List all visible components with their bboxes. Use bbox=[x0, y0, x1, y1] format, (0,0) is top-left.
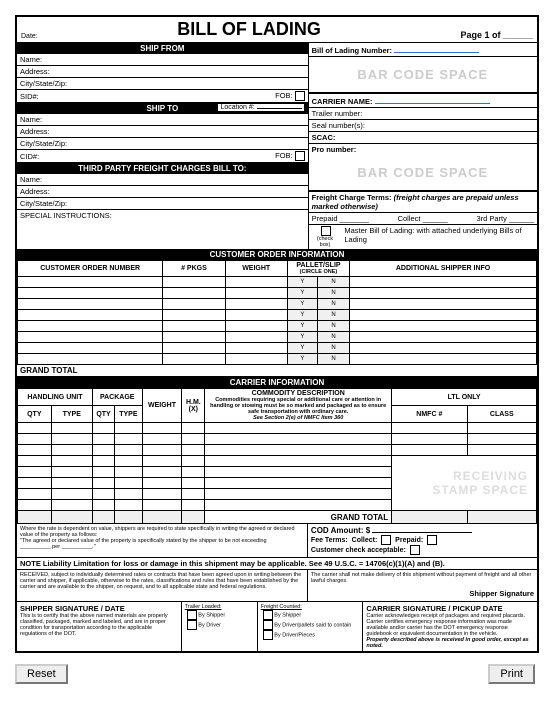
car-sig-note: Carrier acknowledges receipt of packages… bbox=[366, 613, 534, 637]
master-check[interactable] bbox=[321, 226, 331, 236]
sf-name[interactable]: Name: bbox=[17, 54, 308, 66]
car-seal[interactable]: Seal number(s): bbox=[309, 120, 537, 132]
ft-terms: Freight Charge Terms: bbox=[312, 193, 392, 202]
st-csz[interactable]: City/State/Zip: bbox=[17, 138, 308, 150]
tl-driver-check[interactable] bbox=[187, 620, 197, 630]
ship-sig: SHIPPER SIGNATURE / DATE bbox=[20, 604, 178, 613]
received-text: RECEIVED, subject to individually determ… bbox=[17, 570, 308, 600]
car-trailer[interactable]: Trailer number: bbox=[309, 108, 537, 120]
date-label: Date: bbox=[21, 33, 38, 40]
fc-pieces-check[interactable] bbox=[263, 630, 273, 640]
ft-prepaid[interactable]: Prepaid _______ bbox=[312, 214, 369, 223]
car-scac[interactable]: SCAC: bbox=[309, 132, 537, 144]
prepaid-check[interactable] bbox=[427, 535, 437, 545]
fee-terms: Fee Terms: bbox=[311, 537, 348, 544]
sf-csz[interactable]: City/State/Zip: bbox=[17, 78, 308, 90]
shipfrom-bar: SHIP FROM bbox=[17, 43, 308, 54]
tp-name[interactable]: Name: bbox=[17, 174, 308, 186]
page-num: Page 1 of ______ bbox=[460, 30, 533, 40]
rate-per: __________ per __________." bbox=[20, 544, 304, 550]
ship-sig-note: This is to certify that the above named … bbox=[20, 613, 178, 637]
reset-button[interactable]: Reset bbox=[15, 664, 68, 684]
shipper-sig-label: Shipper Signature bbox=[311, 590, 534, 598]
car-pro[interactable]: Pro number: bbox=[309, 144, 537, 155]
sf-fob: FOB: bbox=[275, 91, 293, 100]
barcode1: BAR CODE SPACE bbox=[309, 57, 537, 92]
st-cid[interactable]: CID#: bbox=[20, 152, 39, 161]
carrier-table: HANDLING UNITPACKAGEWEIGHTH.M. (X)COMMOD… bbox=[17, 388, 537, 524]
tl-shipper-check[interactable] bbox=[187, 610, 197, 620]
customer-order-table: CUSTOMER ORDER NUMBER# PKGSWEIGHTPALLET/… bbox=[17, 260, 537, 365]
st-loc[interactable]: Location #: bbox=[220, 104, 254, 111]
fc-pallets-check[interactable] bbox=[263, 620, 273, 630]
liability-note: NOTE Liability Limitation for loss or da… bbox=[17, 558, 537, 570]
ft-collect[interactable]: Collect ______ bbox=[398, 214, 448, 223]
sf-sid[interactable]: SID#: bbox=[20, 92, 39, 101]
st-address[interactable]: Address: bbox=[17, 126, 308, 138]
barcode2: BAR CODE SPACE bbox=[309, 155, 537, 190]
cb-label: (check box) bbox=[312, 236, 339, 248]
cust-bar: CUSTOMER ORDER INFORMATION bbox=[17, 249, 537, 260]
st-fob-check[interactable] bbox=[295, 151, 305, 161]
spec-inst[interactable]: SPECIAL INSTRUCTIONS: bbox=[17, 210, 308, 247]
carrier-pay-note: The carrier shall not make delivery of t… bbox=[311, 572, 534, 584]
cca-check[interactable] bbox=[410, 545, 420, 555]
car-name[interactable]: CARRIER NAME: bbox=[312, 97, 373, 106]
sf-fob-check[interactable] bbox=[295, 91, 305, 101]
bol-num[interactable]: Bill of Lading Number: bbox=[312, 46, 392, 55]
title: BILL OF LADING bbox=[38, 19, 461, 40]
print-button[interactable]: Print bbox=[488, 664, 535, 684]
tp-address[interactable]: Address: bbox=[17, 186, 308, 198]
cust-gt: GRAND TOTAL bbox=[17, 365, 537, 377]
sf-address[interactable]: Address: bbox=[17, 66, 308, 78]
carr-bar: CARRIER INFORMATION bbox=[17, 377, 537, 388]
fc-shipper-check[interactable] bbox=[263, 610, 273, 620]
cca: Customer check acceptable: bbox=[311, 547, 406, 554]
st-fob: FOB: bbox=[275, 151, 293, 160]
shipto-bar: SHIP TO bbox=[146, 104, 178, 113]
collect-check[interactable] bbox=[381, 535, 391, 545]
ft-third[interactable]: 3rd Party ______ bbox=[476, 214, 534, 223]
st-name[interactable]: Name: bbox=[17, 114, 308, 126]
rate-note: Where the rate is dependent on value, sh… bbox=[20, 526, 304, 538]
car-sig-note2: Property described above is received in … bbox=[366, 637, 534, 649]
tp-csz[interactable]: City/State/Zip: bbox=[17, 198, 308, 210]
cod-amt[interactable]: COD Amount: $ bbox=[311, 526, 370, 535]
third-bar: THIRD PARTY FREIGHT CHARGES BILL TO: bbox=[17, 163, 308, 174]
master-bol: Master Bill of Lading: with attached und… bbox=[344, 226, 534, 244]
car-sig: CARRIER SIGNATURE / PICKUP DATE bbox=[366, 604, 534, 613]
